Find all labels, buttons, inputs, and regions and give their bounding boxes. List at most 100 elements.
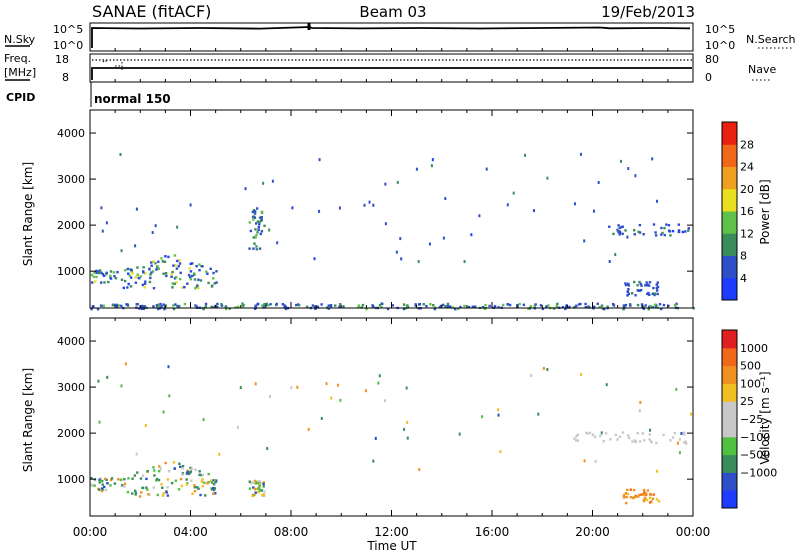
velocity-scatter-dot	[652, 493, 655, 496]
velocity-scatter-dot	[93, 484, 96, 487]
velocity-scatter-dot	[166, 486, 169, 489]
power-scatter-dot	[276, 241, 279, 245]
velocity-scatter-dot	[639, 493, 643, 496]
power-colorbar-tick: 8	[740, 250, 747, 263]
power-scatter-dot	[136, 266, 139, 269]
time-tick-label: 00:00	[676, 525, 711, 539]
power-scatter-dot	[114, 277, 118, 280]
velocity-scatter-dot	[186, 469, 189, 472]
velocity-colorbar-tick: 1000	[740, 342, 768, 355]
power-scatter-dot	[338, 305, 341, 308]
power-scatter-dot	[665, 223, 668, 226]
power-scatter-dot	[539, 304, 543, 307]
velocity-scatter-dot	[673, 431, 677, 435]
velocity-scatter-dot	[626, 488, 629, 492]
power-scatter-dot	[140, 305, 144, 309]
velocity-scatter-dot	[207, 472, 210, 476]
power-scatter-dot	[692, 307, 695, 310]
velocity-scatter-dot	[166, 478, 170, 481]
velocity-scatter-dot	[684, 442, 688, 445]
velocity-scatter-dot	[98, 478, 101, 481]
power-scatter-dot	[130, 268, 133, 272]
velocity-scatter-dot	[591, 433, 595, 436]
power-scatter-dot	[583, 239, 586, 243]
velocity-scatter-dot	[133, 489, 137, 492]
power-scatter-dot	[402, 303, 406, 306]
time-tick-label: 00:00	[73, 525, 108, 539]
velocity-scatter-dot	[170, 481, 174, 485]
power-scatter-dot	[263, 302, 266, 306]
power-scatter-dot	[205, 270, 208, 273]
velocity-scatter-dot	[266, 447, 269, 451]
power-scatter-dot	[188, 275, 192, 279]
power-scatter-dot	[152, 260, 155, 263]
power-scatter-dot	[216, 302, 219, 306]
time-axis-label: Time UT	[366, 539, 417, 553]
power-scatter-dot	[131, 272, 134, 275]
power-scatter-dot	[318, 158, 321, 162]
velocity-colorbar-tick: −1000	[740, 466, 777, 479]
power-scatter-dot	[253, 216, 257, 219]
power-scatter-dot	[149, 276, 152, 280]
power-scatter-dot	[154, 224, 157, 228]
power-scatter-dot	[204, 305, 208, 308]
power-scatter-dot	[669, 234, 672, 237]
velocity-scatter-dot	[191, 492, 194, 496]
power-scatter-dot	[624, 229, 627, 232]
power-scatter-dot	[318, 209, 321, 213]
velocity-colorbar-segment	[722, 454, 737, 473]
power-scatter-dot	[506, 203, 509, 207]
velocity-scatter-dot	[100, 487, 104, 490]
power-scatter-dot	[224, 306, 228, 309]
power-scatter-dot	[178, 277, 182, 281]
velocity-scatter-dot	[253, 487, 257, 491]
power-scatter-dot	[384, 222, 387, 226]
velocity-scatter-dot	[261, 493, 264, 497]
power-scatter-dot	[644, 284, 647, 287]
velocity-scatter-dot	[179, 477, 183, 481]
power-scatter-dot	[183, 285, 186, 289]
power-scatter-dot	[207, 281, 210, 285]
power-scatter-dot	[618, 231, 622, 234]
velocity-scatter-dot	[113, 482, 117, 485]
power-scatter-dot	[651, 157, 654, 161]
noise-left-tick-top: 10^5	[53, 23, 83, 36]
velocity-scatter-dot	[258, 482, 262, 486]
power-scatter-dot	[167, 255, 170, 259]
velocity-scatter-dot	[212, 492, 215, 495]
freq-label-2: [MHz]	[4, 66, 36, 79]
power-scatter-dot	[197, 278, 200, 281]
power-scatter-dot	[172, 307, 176, 311]
power-scatter-dot	[170, 275, 173, 278]
power-scatter-dot	[592, 305, 596, 309]
velocity-scatter-dot	[678, 438, 682, 441]
freq-left-tick-top: 18	[55, 53, 69, 66]
power-scatter-dot	[467, 305, 471, 309]
power-scatter-dot	[142, 266, 145, 269]
power-scatter-dot	[619, 159, 622, 163]
power-scatter-dot	[248, 221, 252, 224]
power-scatter-dot	[457, 307, 460, 311]
power-scatter-dot	[176, 225, 179, 229]
power-scatter-dot	[211, 284, 214, 287]
power-scatter-dot	[612, 304, 616, 307]
power-scatter-dot	[155, 304, 159, 307]
velocity-scatter-dot	[263, 490, 266, 493]
beam-title: Beam 03	[359, 3, 426, 21]
freq-label-1: Freq.	[4, 52, 31, 65]
velocity-scatter-dot	[260, 489, 264, 492]
power-colorbar-tick: 16	[740, 205, 754, 218]
power-scatter-dot	[224, 307, 228, 311]
power-scatter-dot	[677, 223, 680, 226]
power-ytick-label: 1000	[57, 265, 85, 278]
power-scatter-dot	[234, 306, 237, 309]
power-colorbar-tick: 4	[740, 272, 747, 285]
power-scatter-dot	[127, 282, 130, 286]
power-scatter-dot	[255, 207, 259, 210]
velocity-scatter-dot	[109, 478, 113, 482]
power-scatter-dot	[136, 302, 139, 306]
velocity-scatter-dot	[586, 432, 589, 435]
power-scatter-dots	[90, 152, 695, 311]
power-scatter-dot	[584, 302, 587, 306]
power-scatter-dot	[645, 281, 648, 284]
